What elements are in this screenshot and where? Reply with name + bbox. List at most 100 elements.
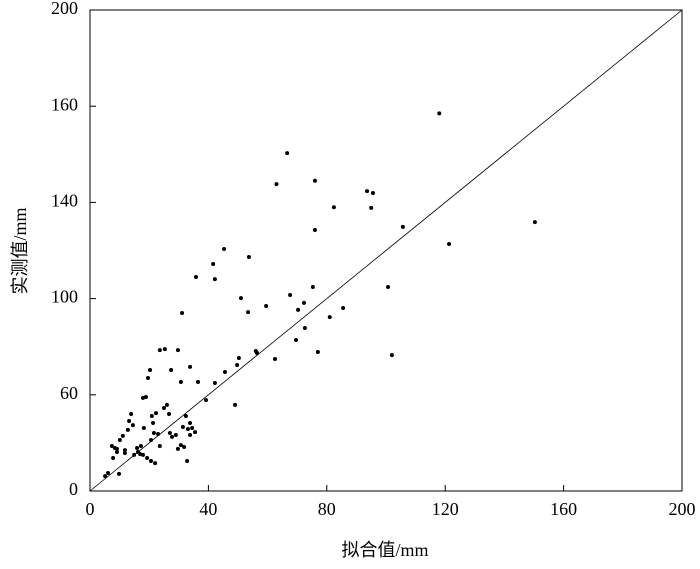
point — [389, 353, 394, 358]
x-tick-label: 0 — [86, 499, 95, 519]
point — [103, 474, 108, 479]
x-tick-label: 160 — [550, 499, 577, 519]
point — [437, 111, 442, 116]
point — [169, 368, 174, 373]
point — [120, 433, 125, 438]
point — [153, 461, 158, 466]
point — [274, 182, 279, 187]
point — [141, 425, 146, 430]
point — [114, 450, 119, 455]
point — [264, 304, 269, 309]
point — [145, 456, 150, 461]
x-axis-label: 拟合值/mm — [341, 540, 428, 560]
point — [154, 411, 159, 416]
point — [130, 423, 135, 428]
point — [532, 220, 537, 225]
point — [246, 254, 251, 259]
point — [331, 205, 336, 210]
point — [135, 445, 140, 450]
point — [157, 444, 162, 449]
point — [169, 434, 174, 439]
y-tick-label: 140 — [51, 191, 78, 211]
point — [162, 347, 167, 352]
point — [212, 381, 217, 386]
point — [148, 458, 153, 463]
point — [178, 443, 183, 448]
point — [162, 406, 166, 411]
point — [180, 311, 185, 316]
y-tick-label: 100 — [51, 287, 78, 307]
y-tick-label: 160 — [51, 94, 78, 114]
point — [302, 325, 307, 330]
point — [146, 375, 151, 380]
point — [183, 413, 188, 418]
point — [310, 285, 315, 290]
point — [138, 451, 143, 456]
point — [178, 380, 183, 385]
point — [127, 419, 132, 424]
point — [273, 356, 277, 361]
point — [386, 285, 391, 290]
point — [114, 446, 119, 451]
x-tick-label: 120 — [432, 499, 459, 519]
point — [341, 305, 346, 310]
point — [212, 277, 217, 282]
point — [140, 395, 145, 400]
point — [167, 412, 172, 417]
point — [182, 444, 187, 449]
point — [122, 451, 127, 456]
point — [447, 242, 452, 247]
point — [151, 420, 156, 425]
point — [156, 432, 161, 437]
point — [204, 398, 209, 403]
point — [236, 356, 241, 361]
point — [315, 349, 320, 354]
point — [129, 412, 134, 417]
point — [138, 444, 143, 449]
point — [188, 420, 193, 425]
point — [109, 444, 114, 449]
y-tick-label: 60 — [60, 383, 78, 403]
point — [222, 369, 227, 374]
point — [167, 431, 172, 436]
point — [157, 348, 162, 353]
point — [180, 425, 185, 430]
point — [148, 368, 153, 373]
point — [288, 292, 293, 297]
y-tick-label: 200 — [51, 0, 78, 18]
point — [193, 274, 198, 279]
point — [193, 430, 198, 435]
point — [370, 191, 375, 196]
point — [188, 364, 193, 369]
point — [132, 452, 137, 457]
point — [164, 402, 169, 407]
point — [211, 261, 216, 266]
point — [196, 380, 201, 385]
point — [400, 224, 405, 229]
point — [125, 427, 130, 432]
point — [122, 448, 127, 453]
point — [296, 307, 301, 312]
point — [285, 151, 290, 156]
x-tick-label: 40 — [199, 499, 217, 519]
point — [365, 189, 370, 194]
y-axis-label: 实测值/mm — [10, 207, 30, 294]
point — [327, 315, 332, 320]
point — [222, 247, 227, 252]
point — [312, 178, 317, 183]
point — [185, 426, 190, 431]
point — [173, 432, 178, 437]
point — [117, 471, 122, 476]
plot-frame — [89, 9, 683, 492]
point — [111, 456, 116, 461]
point — [294, 337, 299, 342]
point — [188, 432, 193, 437]
point — [238, 296, 243, 301]
point — [235, 362, 240, 367]
reference-line — [89, 9, 683, 492]
point — [117, 438, 122, 443]
point — [190, 425, 195, 430]
x-tick-label: 80 — [318, 499, 336, 519]
point — [175, 348, 180, 353]
